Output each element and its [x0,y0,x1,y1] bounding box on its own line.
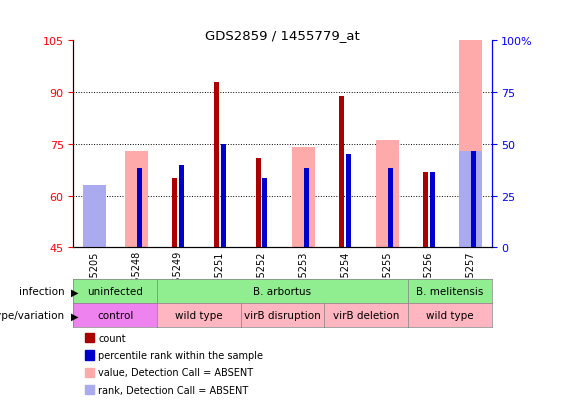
Text: virB deletion: virB deletion [333,311,399,320]
Bar [346,155,351,248]
Text: virB disruption: virB disruption [244,311,321,320]
Text: rank, Detection Call = ABSENT: rank, Detection Call = ABSENT [98,385,249,395]
Bar [83,220,106,248]
Bar [292,148,315,248]
Bar [214,83,219,248]
Bar [429,172,434,248]
Text: B. arbortus: B. arbortus [254,287,311,297]
Text: B. melitensis: B. melitensis [416,287,484,297]
Text: percentile rank within the sample: percentile rank within the sample [98,350,263,360]
Text: GDS2859 / 1455779_at: GDS2859 / 1455779_at [205,29,360,42]
Text: wild type: wild type [426,311,473,320]
Bar [304,169,309,248]
Text: count: count [98,333,126,343]
Bar [459,41,482,248]
Bar [179,165,184,248]
Text: genotype/variation: genotype/variation [0,311,65,320]
Bar [423,172,428,248]
Text: infection: infection [19,287,65,297]
Bar [262,179,267,248]
Text: value, Detection Call = ABSENT: value, Detection Call = ABSENT [98,368,254,377]
Bar [376,141,398,248]
Bar [125,152,147,248]
Text: ▶: ▶ [71,287,78,297]
Bar [459,152,482,248]
Bar [340,96,345,248]
Text: wild type: wild type [175,311,223,320]
Bar [172,179,177,248]
Text: ▶: ▶ [71,311,78,320]
Text: control: control [97,311,133,320]
Bar [256,158,261,248]
Bar [220,145,225,248]
Bar [137,169,142,248]
Bar [471,152,476,248]
Bar [388,169,393,248]
Bar [83,186,106,248]
Text: uninfected: uninfected [88,287,143,297]
